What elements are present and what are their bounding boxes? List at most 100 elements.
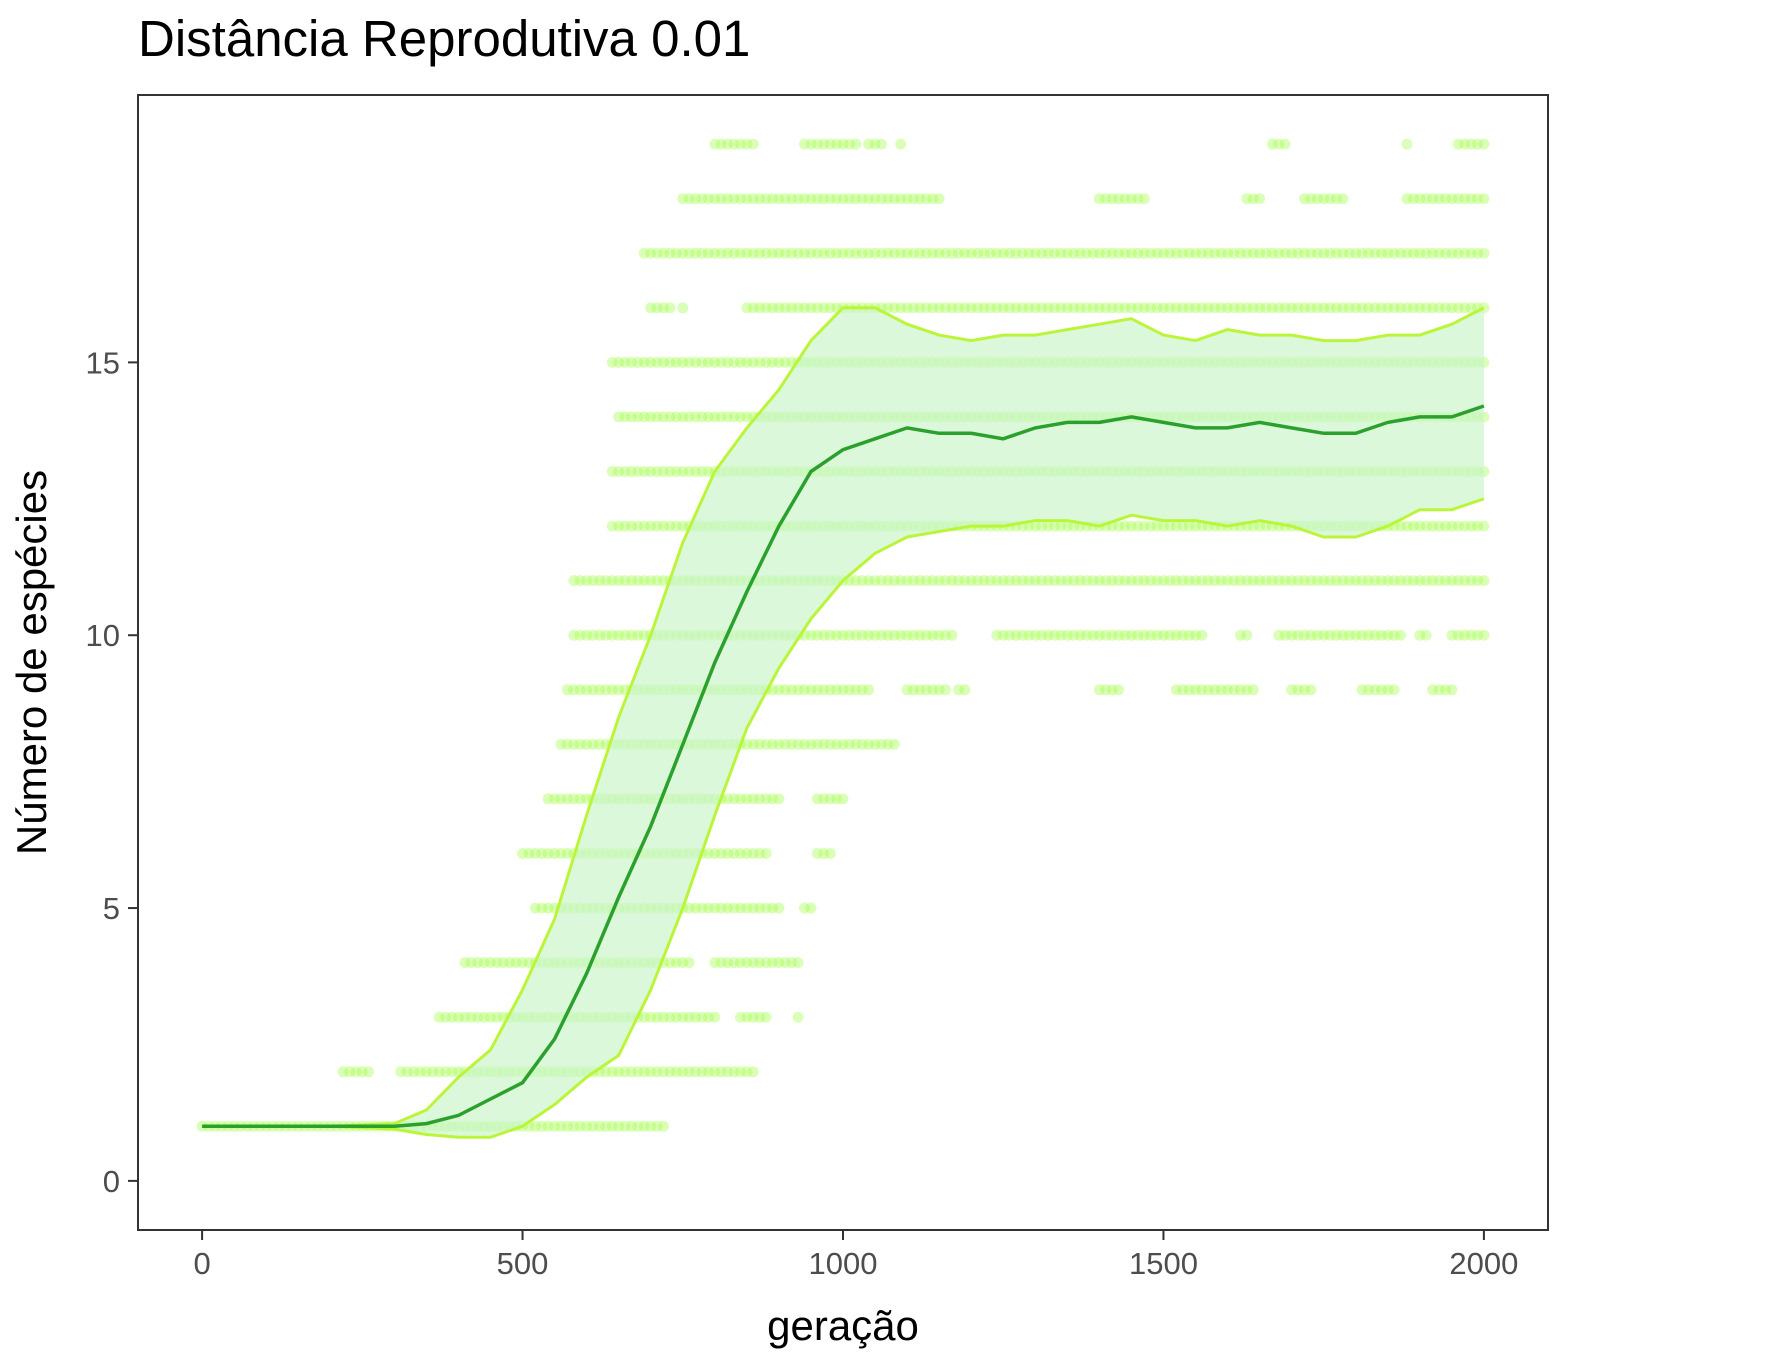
data-point [709,356,721,368]
data-point [876,629,887,641]
data-point [645,1066,657,1078]
data-point [1318,302,1330,314]
data-point [645,411,657,423]
data-point [1273,247,1285,259]
data-point [805,302,817,314]
data-point [831,247,843,259]
data-point [722,902,734,914]
data-point [709,848,721,859]
data-point [702,1011,714,1023]
data-point [1350,575,1362,587]
data-point [645,247,657,259]
data-point [587,575,599,587]
data-point [952,302,964,314]
data-point [1363,302,1374,314]
data-point [1177,684,1189,696]
data-point [1331,629,1342,641]
data-point [638,466,650,477]
data-point [754,193,766,205]
data-point [1068,247,1080,259]
data-point [831,193,843,205]
data-point [1452,247,1464,259]
data-point [1331,193,1342,205]
data-point [773,738,785,750]
data-point [991,302,1003,314]
data-point [632,356,644,368]
data-point [1260,302,1272,314]
data-point [715,193,727,205]
data-point [882,302,894,314]
data-point [1209,302,1221,314]
data-point [1151,520,1163,532]
data-point [626,466,637,477]
data-point [747,1011,759,1023]
data-point [1183,575,1195,587]
data-point [1446,193,1458,205]
data-point [997,302,1009,314]
data-point [658,1120,669,1132]
data-point [747,1066,759,1078]
data-point [1446,302,1458,314]
data-point [529,902,541,914]
data-point [1183,247,1195,259]
data-point [1209,684,1221,696]
data-point [1292,302,1304,314]
data-point [702,193,714,205]
data-point [613,411,625,423]
data-point [1459,302,1471,314]
data-point [741,138,753,150]
data-point [1247,575,1259,587]
data-point [856,684,868,696]
data-point [1222,247,1233,259]
data-point [632,466,644,477]
data-point [1388,302,1400,314]
data-point [728,138,740,150]
data-point [1074,629,1086,641]
data-point [811,247,823,259]
data-point [811,848,823,859]
data-point [1247,193,1259,205]
data-point [709,902,721,914]
data-point [1145,302,1157,314]
data-point [1132,629,1144,641]
data-point [1241,302,1253,314]
data-point [1074,575,1086,587]
data-point [1472,629,1483,641]
data-point [658,302,669,314]
data-point [1010,575,1022,587]
data-point [869,629,881,641]
data-point [895,302,907,314]
data-point [863,138,875,150]
data-point [1440,520,1451,532]
data-point [696,411,708,423]
data-point [1190,629,1201,641]
data-point [1010,629,1022,641]
data-point [1382,302,1394,314]
data-point [1113,629,1125,641]
data-point [805,738,817,750]
data-point [767,738,778,750]
data-point [1132,247,1144,259]
data-point [837,247,849,259]
data-point [696,466,708,477]
data-point [581,793,593,805]
data-point [786,957,798,969]
data-point [1228,302,1240,314]
data-point [856,738,868,750]
data-point [626,356,637,368]
data-point [831,629,843,641]
data-point [1074,247,1086,259]
data-point [1164,302,1176,314]
data-point [574,629,586,641]
data-point [741,793,753,805]
data-point [568,793,580,805]
data-point [709,193,721,205]
data-point [1414,629,1426,641]
data-point [1100,575,1112,587]
data-point [1433,575,1445,587]
data-point [1017,302,1028,314]
data-point [664,957,676,969]
data-point [735,902,746,914]
data-point [1049,520,1060,532]
data-point [959,247,971,259]
